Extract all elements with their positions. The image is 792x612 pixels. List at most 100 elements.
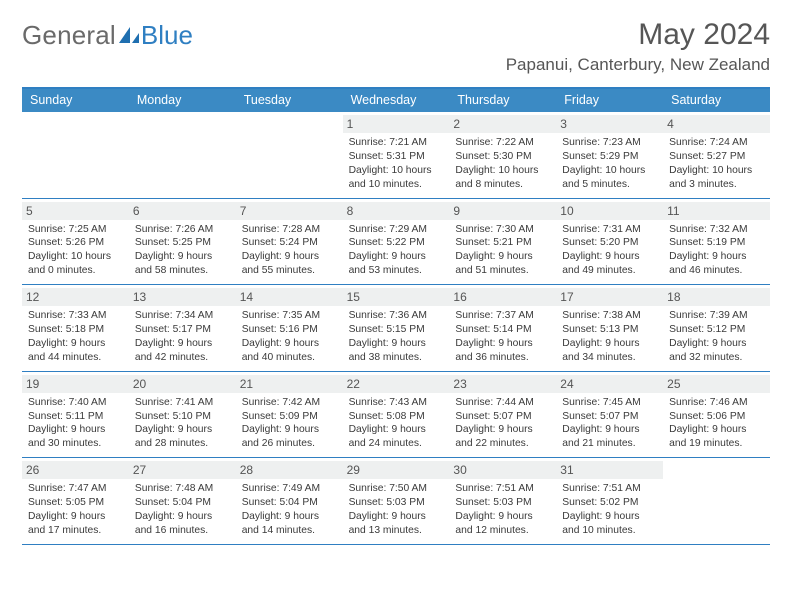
- day-cell: 18 Sunrise: 7:39 AMSunset: 5:12 PMDayligh…: [663, 285, 770, 371]
- sunset-text: Sunset: 5:31 PM: [349, 150, 444, 164]
- daylight-text: Daylight: 9 hours and 40 minutes.: [242, 337, 337, 365]
- title-block: May 2024 Papanui, Canterbury, New Zealan…: [506, 18, 770, 75]
- day-number: 24: [556, 375, 663, 393]
- day-cell: 1Sunrise: 7:21 AMSunset: 5:31 PMDaylight…: [343, 112, 450, 198]
- day-cell: 31Sunrise: 7:51 AMSunset: 5:02 PMDayligh…: [556, 458, 663, 544]
- sunset-text: Sunset: 5:15 PM: [349, 323, 444, 337]
- sunset-text: Sunset: 5:22 PM: [349, 236, 444, 250]
- daylight-text: Daylight: 9 hours and 34 minutes.: [562, 337, 657, 365]
- day-number: 26: [22, 461, 129, 479]
- day-number: 20: [129, 375, 236, 393]
- day-number: 1: [343, 115, 450, 133]
- sunrise-text: Sunrise: 7:32 AM: [669, 223, 764, 237]
- daylight-text: Daylight: 9 hours and 26 minutes.: [242, 423, 337, 451]
- sunrise-text: Sunrise: 7:29 AM: [349, 223, 444, 237]
- sunset-text: Sunset: 5:26 PM: [28, 236, 123, 250]
- day-number: 17: [556, 288, 663, 306]
- sunset-text: Sunset: 5:17 PM: [135, 323, 230, 337]
- daylight-text: Daylight: 9 hours and 58 minutes.: [135, 250, 230, 278]
- sunset-text: Sunset: 5:21 PM: [455, 236, 550, 250]
- sunrise-text: Sunrise: 7:50 AM: [349, 482, 444, 496]
- day-number: 27: [129, 461, 236, 479]
- daylight-text: Daylight: 9 hours and 22 minutes.: [455, 423, 550, 451]
- daylight-text: Daylight: 9 hours and 17 minutes.: [28, 510, 123, 538]
- day-cell: 2Sunrise: 7:22 AMSunset: 5:30 PMDaylight…: [449, 112, 556, 198]
- day-cell: 29Sunrise: 7:50 AMSunset: 5:03 PMDayligh…: [343, 458, 450, 544]
- sunset-text: Sunset: 5:19 PM: [669, 236, 764, 250]
- daylight-text: Daylight: 9 hours and 16 minutes.: [135, 510, 230, 538]
- sunset-text: Sunset: 5:06 PM: [669, 410, 764, 424]
- daylight-text: Daylight: 9 hours and 24 minutes.: [349, 423, 444, 451]
- day-cell: 7Sunrise: 7:28 AMSunset: 5:24 PMDaylight…: [236, 199, 343, 285]
- daylight-text: Daylight: 9 hours and 12 minutes.: [455, 510, 550, 538]
- daylight-text: Daylight: 9 hours and 28 minutes.: [135, 423, 230, 451]
- day-number: 16: [449, 288, 556, 306]
- sunrise-text: Sunrise: 7:39 AM: [669, 309, 764, 323]
- daylight-text: Daylight: 9 hours and 21 minutes.: [562, 423, 657, 451]
- sunrise-text: Sunrise: 7:48 AM: [135, 482, 230, 496]
- daylight-text: Daylight: 9 hours and 32 minutes.: [669, 337, 764, 365]
- dow-monday: Monday: [129, 89, 236, 112]
- day-number: 23: [449, 375, 556, 393]
- sunrise-text: Sunrise: 7:46 AM: [669, 396, 764, 410]
- daylight-text: Daylight: 9 hours and 19 minutes.: [669, 423, 764, 451]
- brand-part2: Blue: [141, 20, 193, 51]
- day-number: 21: [236, 375, 343, 393]
- sunset-text: Sunset: 5:29 PM: [562, 150, 657, 164]
- day-cell: 22Sunrise: 7:43 AMSunset: 5:08 PMDayligh…: [343, 372, 450, 458]
- day-cell: .: [663, 458, 770, 544]
- sunrise-text: Sunrise: 7:41 AM: [135, 396, 230, 410]
- day-number: 18: [663, 288, 770, 306]
- day-cell: 15 Sunrise: 7:36 AMSunset: 5:15 PMDayligh…: [343, 285, 450, 371]
- sunset-text: Sunset: 5:08 PM: [349, 410, 444, 424]
- daylight-text: Daylight: 9 hours and 38 minutes.: [349, 337, 444, 365]
- day-cell: 17Sunrise: 7:38 AMSunset: 5:13 PMDayligh…: [556, 285, 663, 371]
- dow-sunday: Sunday: [22, 89, 129, 112]
- dow-tuesday: Tuesday: [236, 89, 343, 112]
- weeks-container: ...1Sunrise: 7:21 AMSunset: 5:31 PMDayli…: [22, 112, 770, 544]
- day-number: 10: [556, 202, 663, 220]
- header: General Blue May 2024 Papanui, Canterbur…: [22, 18, 770, 75]
- day-number: 4: [663, 115, 770, 133]
- day-cell: 19Sunrise: 7:40 AMSunset: 5:11 PMDayligh…: [22, 372, 129, 458]
- sunset-text: Sunset: 5:07 PM: [455, 410, 550, 424]
- sunrise-text: Sunrise: 7:42 AM: [242, 396, 337, 410]
- day-number: 7: [236, 202, 343, 220]
- daylight-text: Daylight: 9 hours and 42 minutes.: [135, 337, 230, 365]
- daylight-text: Daylight: 9 hours and 10 minutes.: [562, 510, 657, 538]
- sunrise-text: Sunrise: 7:51 AM: [562, 482, 657, 496]
- day-cell: .: [129, 112, 236, 198]
- location: Papanui, Canterbury, New Zealand: [506, 55, 770, 75]
- day-cell: 11Sunrise: 7:32 AMSunset: 5:19 PMDayligh…: [663, 199, 770, 285]
- sunrise-text: Sunrise: 7:38 AM: [562, 309, 657, 323]
- day-cell: 8Sunrise: 7:29 AMSunset: 5:22 PMDaylight…: [343, 199, 450, 285]
- sunset-text: Sunset: 5:02 PM: [562, 496, 657, 510]
- dow-thursday: Thursday: [449, 89, 556, 112]
- day-number: 25: [663, 375, 770, 393]
- day-number: 15: [343, 288, 450, 306]
- day-cell: 14Sunrise: 7:35 AMSunset: 5:16 PMDayligh…: [236, 285, 343, 371]
- daylight-text: Daylight: 9 hours and 30 minutes.: [28, 423, 123, 451]
- sunset-text: Sunset: 5:11 PM: [28, 410, 123, 424]
- day-cell: 12Sunrise: 7:33 AMSunset: 5:18 PMDayligh…: [22, 285, 129, 371]
- daylight-text: Daylight: 10 hours and 5 minutes.: [562, 164, 657, 192]
- daylight-text: Daylight: 10 hours and 3 minutes.: [669, 164, 764, 192]
- day-cell: .: [236, 112, 343, 198]
- week-row: 12Sunrise: 7:33 AMSunset: 5:18 PMDayligh…: [22, 284, 770, 371]
- day-number: 9: [449, 202, 556, 220]
- calendar: Sunday Monday Tuesday Wednesday Thursday…: [22, 87, 770, 545]
- brand-part1: General: [22, 20, 116, 51]
- sunset-text: Sunset: 5:20 PM: [562, 236, 657, 250]
- sunset-text: Sunset: 5:04 PM: [242, 496, 337, 510]
- sunset-text: Sunset: 5:12 PM: [669, 323, 764, 337]
- sunrise-text: Sunrise: 7:36 AM: [349, 309, 444, 323]
- sunrise-text: Sunrise: 7:30 AM: [455, 223, 550, 237]
- month-title: May 2024: [506, 18, 770, 51]
- sunset-text: Sunset: 5:10 PM: [135, 410, 230, 424]
- sunrise-text: Sunrise: 7:51 AM: [455, 482, 550, 496]
- day-cell: 9Sunrise: 7:30 AMSunset: 5:21 PMDaylight…: [449, 199, 556, 285]
- sunset-text: Sunset: 5:30 PM: [455, 150, 550, 164]
- day-cell: 27Sunrise: 7:48 AMSunset: 5:04 PMDayligh…: [129, 458, 236, 544]
- daylight-text: Daylight: 9 hours and 13 minutes.: [349, 510, 444, 538]
- sunrise-text: Sunrise: 7:34 AM: [135, 309, 230, 323]
